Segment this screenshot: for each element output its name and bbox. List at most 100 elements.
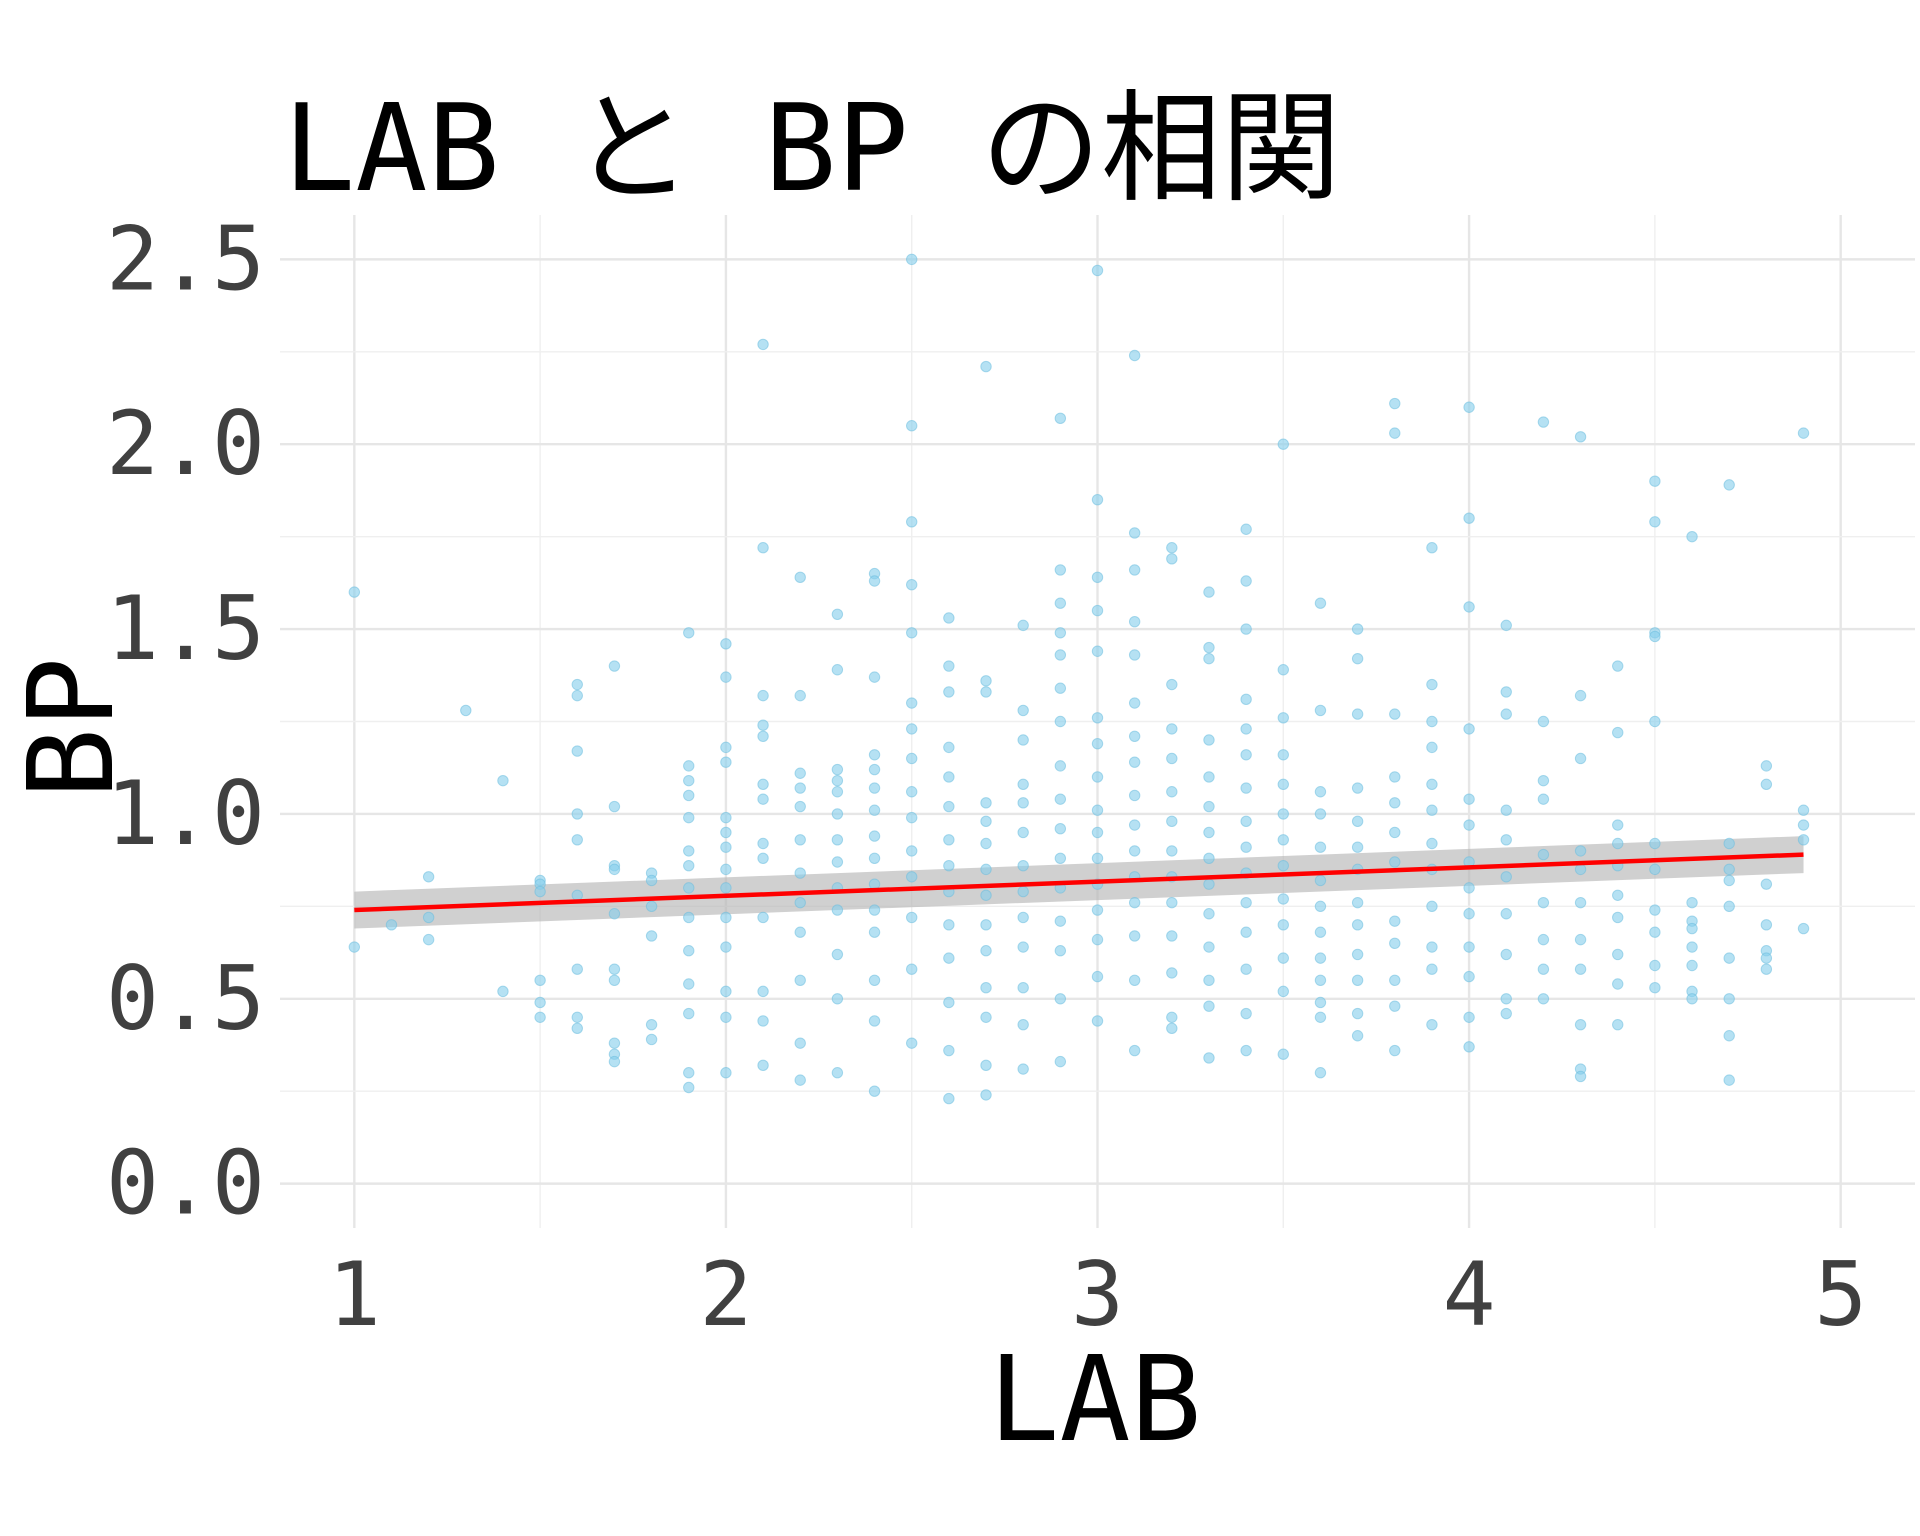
data-point — [1017, 826, 1029, 839]
data-point — [757, 911, 769, 924]
data-point — [906, 911, 918, 924]
data-point — [422, 911, 435, 924]
data-point — [720, 841, 732, 853]
data-point — [1686, 896, 1698, 909]
data-point — [348, 586, 361, 598]
data-point — [1128, 756, 1141, 768]
data-point — [1314, 974, 1327, 986]
data-point — [1091, 970, 1104, 983]
data-point — [1054, 945, 1067, 957]
data-point — [906, 845, 918, 857]
data-point — [1240, 815, 1252, 828]
data-point — [1314, 597, 1327, 609]
data-point — [1537, 848, 1550, 861]
data-point — [1426, 900, 1438, 913]
data-point — [1166, 542, 1178, 554]
data-point — [497, 774, 509, 787]
data-point — [1314, 926, 1327, 938]
data-point — [906, 786, 918, 798]
data-point — [1054, 597, 1067, 609]
data-point — [1017, 885, 1029, 898]
data-point — [831, 993, 844, 1005]
data-point — [1389, 397, 1401, 410]
data-point — [1203, 586, 1215, 598]
data-point — [980, 837, 992, 850]
data-point — [1277, 749, 1289, 761]
data-point — [1463, 970, 1475, 983]
data-point — [943, 996, 955, 1009]
data-point — [1649, 981, 1661, 994]
data-point — [1203, 800, 1215, 813]
data-point — [1091, 264, 1104, 277]
data-point — [1500, 834, 1512, 846]
data-point — [1463, 512, 1475, 524]
data-point — [1240, 1044, 1252, 1057]
data-point — [1389, 771, 1401, 783]
data-point — [831, 834, 844, 846]
data-point — [1240, 623, 1252, 635]
data-point — [868, 852, 881, 864]
data-point — [980, 945, 992, 957]
data-point — [757, 837, 769, 850]
data-point — [831, 774, 844, 787]
data-point — [831, 763, 844, 776]
data-point — [1574, 752, 1587, 765]
data-point — [1203, 734, 1215, 746]
data-point — [1091, 493, 1104, 506]
data-point — [1054, 564, 1067, 576]
data-point — [1128, 730, 1141, 742]
data-point — [1426, 778, 1438, 791]
data-point — [1091, 737, 1104, 750]
data-point — [757, 1059, 769, 1072]
data-point — [1017, 981, 1029, 994]
data-point — [1649, 926, 1661, 938]
data-point — [1389, 856, 1401, 868]
data-point — [1500, 686, 1512, 698]
data-point — [1091, 604, 1104, 617]
data-point — [608, 1055, 621, 1068]
data-point — [1723, 837, 1735, 850]
data-point — [645, 874, 658, 887]
data-point — [1760, 952, 1773, 964]
data-point — [1314, 1011, 1327, 1023]
data-point — [868, 749, 881, 761]
x-axis-title: LAB — [988, 1330, 1201, 1468]
data-point — [1537, 993, 1550, 1005]
data-point — [720, 941, 732, 953]
data-point — [1166, 967, 1178, 979]
data-point — [1389, 708, 1401, 720]
data-point — [943, 612, 955, 624]
data-point — [1500, 804, 1512, 816]
data-point — [943, 834, 955, 846]
data-point — [906, 811, 918, 824]
data-point — [831, 608, 844, 620]
data-point — [1017, 1018, 1029, 1031]
data-point — [385, 919, 398, 931]
data-point — [1128, 697, 1141, 709]
data-point — [831, 856, 844, 868]
data-point — [906, 516, 918, 528]
data-point — [1203, 826, 1215, 839]
data-point — [683, 911, 695, 924]
data-point — [1389, 826, 1401, 839]
data-point — [571, 1011, 583, 1023]
data-point — [1203, 652, 1215, 665]
data-point — [794, 800, 806, 813]
data-point — [1723, 874, 1735, 887]
data-point — [1277, 834, 1289, 846]
data-point — [1277, 808, 1289, 820]
data-point — [1649, 516, 1661, 528]
x-tick-label: 3 — [1071, 1243, 1124, 1346]
data-point — [943, 919, 955, 931]
data-point — [831, 786, 844, 798]
data-point — [683, 845, 695, 857]
data-point — [1091, 712, 1104, 724]
data-point — [757, 338, 769, 351]
data-point — [1723, 1030, 1735, 1042]
y-tick-label: 0.0 — [106, 1132, 265, 1235]
data-point — [534, 885, 546, 898]
data-point — [868, 830, 881, 842]
data-point — [1091, 904, 1104, 916]
data-point — [868, 575, 881, 587]
